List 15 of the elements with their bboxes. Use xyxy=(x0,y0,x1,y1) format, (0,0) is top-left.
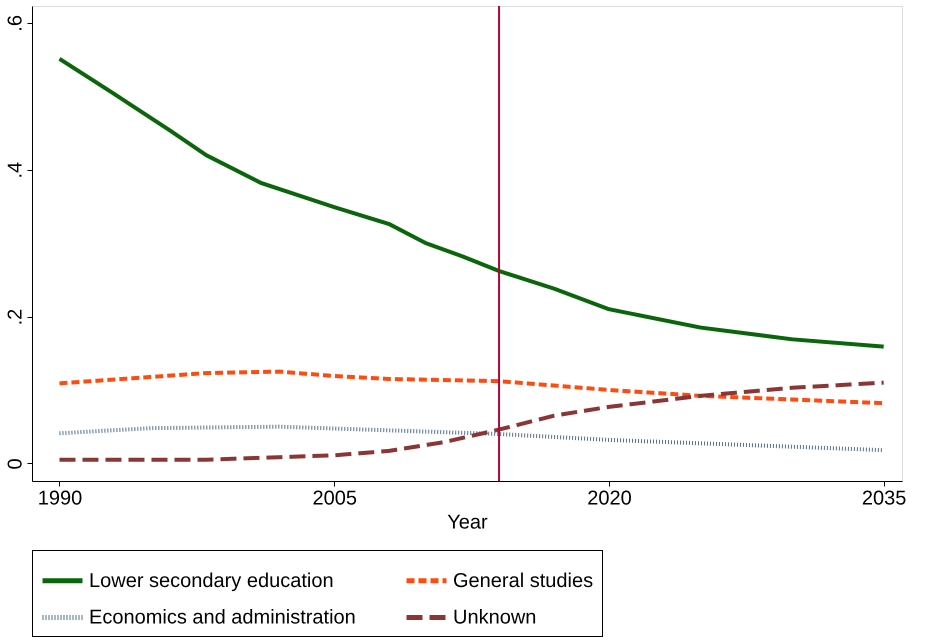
legend-label: Lower secondary education xyxy=(89,570,334,592)
x-tick-label: 2005 xyxy=(312,488,357,510)
y-tick-label: .4 xyxy=(4,162,26,179)
legend-label: General studies xyxy=(453,570,594,592)
y-tick-label: 0 xyxy=(4,458,26,470)
legend-label: Economics and administration xyxy=(89,606,356,628)
y-tick-label: .6 xyxy=(4,15,26,32)
x-tick-label: 1990 xyxy=(38,488,82,510)
line-series xyxy=(57,380,886,462)
x-axis-title: Year xyxy=(447,512,488,534)
x-tick-label: 2035 xyxy=(862,488,906,510)
y-tick-label: .2 xyxy=(4,308,26,326)
line-series xyxy=(57,56,886,349)
x-tick-label: 2020 xyxy=(587,488,632,510)
legend-label: Unknown xyxy=(453,606,536,628)
